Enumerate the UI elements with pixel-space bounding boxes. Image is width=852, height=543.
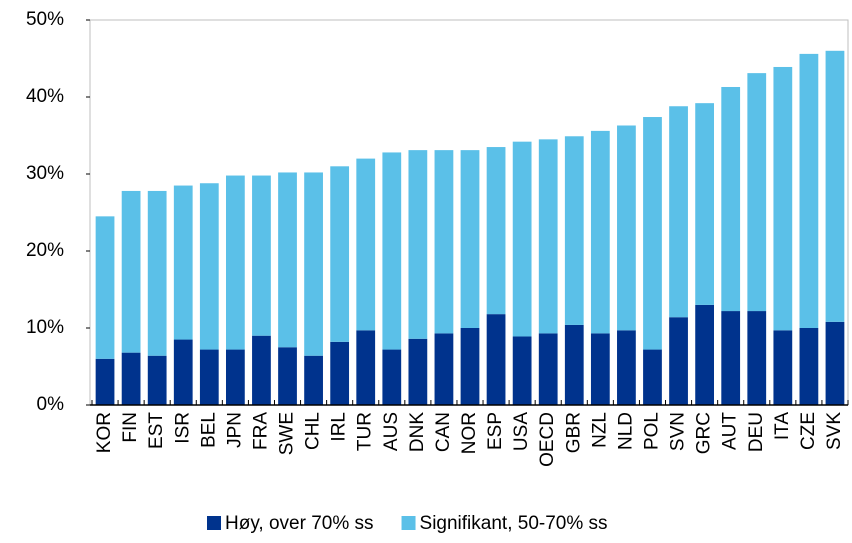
bar-segment bbox=[330, 341, 350, 405]
x-tick-label: CHL bbox=[303, 412, 324, 450]
y-tick-label: 0% bbox=[37, 394, 65, 415]
bar-segment bbox=[304, 172, 323, 356]
legend-swatch bbox=[207, 516, 221, 530]
x-tick-label: FRA bbox=[250, 412, 271, 450]
bar-segment bbox=[225, 349, 245, 405]
bar-segment bbox=[95, 358, 115, 405]
x-tick-label: EST bbox=[146, 412, 167, 449]
bar-segment bbox=[590, 130, 610, 334]
bar-segment bbox=[121, 352, 141, 405]
bar-segment bbox=[252, 175, 271, 336]
bar-segment bbox=[538, 333, 558, 405]
bar-segment bbox=[799, 53, 819, 328]
bar-segment bbox=[695, 304, 715, 405]
bar-segment bbox=[173, 339, 193, 405]
legend-label: Høy, over 70% ss bbox=[225, 513, 374, 534]
x-tick-label: GBR bbox=[563, 412, 584, 453]
x-tick-label: SVN bbox=[668, 412, 689, 451]
y-tick-label: 10% bbox=[26, 317, 64, 338]
bar-segment bbox=[278, 172, 297, 348]
x-tick-label: ITA bbox=[772, 412, 793, 440]
bar-segment bbox=[669, 106, 688, 318]
x-tick-label: BEL bbox=[198, 412, 219, 448]
x-tick-label: ISR bbox=[172, 412, 193, 444]
x-tick-label: CZE bbox=[798, 412, 819, 450]
bar-segment bbox=[382, 152, 402, 350]
bar-segment bbox=[225, 175, 245, 350]
legend-label: Signifikant, 50-70% ss bbox=[420, 513, 608, 534]
bar-segment bbox=[486, 147, 506, 315]
bar-segment bbox=[147, 190, 167, 356]
bar-segment bbox=[356, 158, 376, 331]
bar-segment bbox=[199, 183, 219, 350]
legend-swatch bbox=[401, 516, 416, 530]
bar-segment bbox=[512, 141, 532, 337]
bar-segment bbox=[460, 150, 480, 328]
x-tick-label: SWE bbox=[277, 412, 298, 455]
x-tick-label: TUR bbox=[355, 412, 376, 451]
bar-segment bbox=[564, 136, 584, 325]
x-tick-label: POL bbox=[641, 412, 662, 450]
y-tick-label: 50% bbox=[26, 9, 64, 30]
bar-segment bbox=[799, 328, 819, 405]
bar-segment bbox=[199, 349, 219, 405]
bar-segment bbox=[147, 355, 167, 405]
bar-segment bbox=[617, 330, 636, 405]
x-tick-label: SVK bbox=[824, 412, 845, 450]
bar-segment bbox=[721, 311, 741, 405]
y-tick-label: 20% bbox=[26, 240, 64, 261]
x-tick-label: IRL bbox=[329, 412, 350, 442]
bar-segment bbox=[747, 311, 767, 405]
x-tick-label: ESP bbox=[485, 412, 506, 450]
bar-segment bbox=[486, 314, 506, 405]
x-tick-label: NLD bbox=[615, 412, 636, 450]
bar-segment bbox=[773, 66, 793, 331]
bar-segment bbox=[669, 317, 688, 405]
x-tick-label: KOR bbox=[94, 412, 115, 453]
bar-segment bbox=[252, 335, 271, 405]
bar-segment bbox=[747, 73, 767, 312]
bar-segment bbox=[590, 333, 610, 405]
bar-segment bbox=[356, 330, 376, 405]
x-tick-label: AUT bbox=[720, 412, 741, 450]
bar-segment bbox=[460, 328, 480, 405]
x-tick-label: USA bbox=[511, 412, 532, 451]
bar-segment bbox=[173, 185, 193, 340]
x-tick-label: DNK bbox=[407, 412, 428, 452]
bar-segment bbox=[825, 50, 845, 322]
x-tick-label: JPN bbox=[224, 412, 245, 448]
x-tick-label: OECD bbox=[537, 412, 558, 467]
bar-segment bbox=[434, 150, 454, 334]
x-tick-label: DEU bbox=[746, 412, 767, 452]
bar-segment bbox=[695, 103, 715, 305]
x-tick-label: FIN bbox=[120, 412, 141, 443]
x-tick-label: AUS bbox=[381, 412, 402, 451]
bar-segment bbox=[434, 333, 454, 405]
bar-segment bbox=[95, 216, 115, 359]
x-tick-label: GRC bbox=[694, 412, 715, 454]
bar-segment bbox=[643, 349, 662, 405]
bar-segment bbox=[278, 347, 297, 405]
x-tick-label: NOR bbox=[459, 412, 480, 454]
bar-segment bbox=[773, 330, 793, 405]
bar-segment bbox=[643, 117, 662, 350]
bar-segment bbox=[304, 355, 323, 405]
bar-segment bbox=[721, 86, 741, 312]
y-tick-label: 40% bbox=[26, 86, 64, 107]
bar-segment bbox=[382, 349, 402, 405]
x-tick-label: NZL bbox=[589, 412, 610, 448]
bar-segment bbox=[121, 190, 141, 353]
bar-segment bbox=[564, 324, 584, 405]
bar-segment bbox=[408, 150, 428, 339]
x-tick-label: CAN bbox=[433, 412, 454, 452]
bar-segment bbox=[512, 336, 532, 405]
bar-segment bbox=[538, 139, 558, 334]
bar-segment bbox=[825, 321, 845, 405]
bar-segment bbox=[617, 125, 636, 331]
bar-segment bbox=[408, 338, 428, 405]
bar-segment bbox=[330, 166, 350, 342]
y-tick-label: 30% bbox=[26, 163, 64, 184]
